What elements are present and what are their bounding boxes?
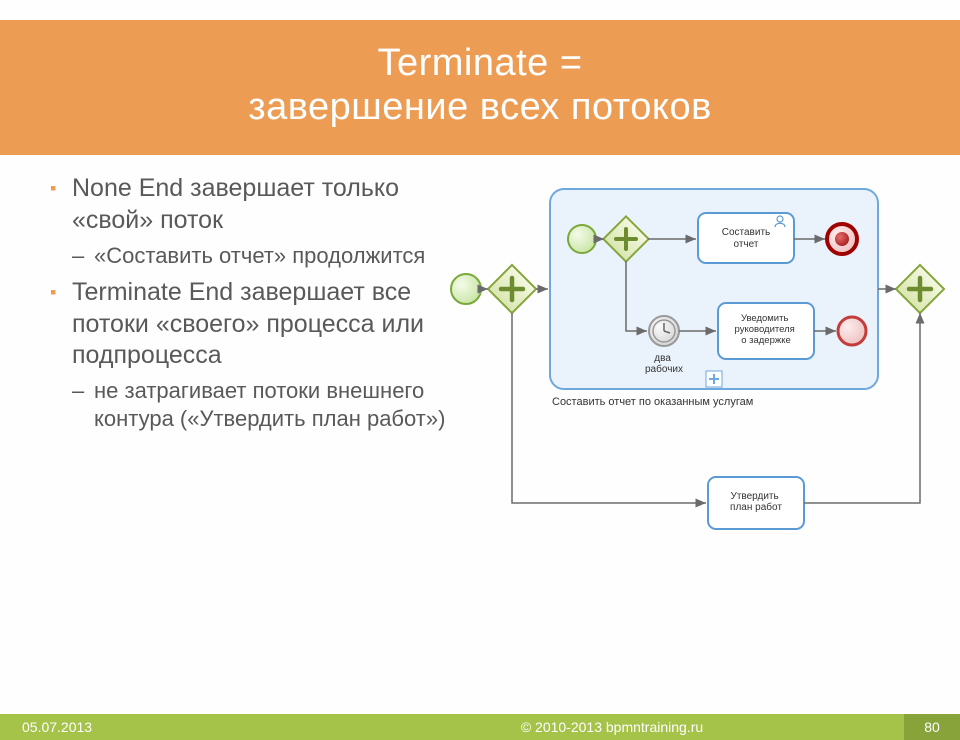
task-notify-manager: Уведомить руководителя о задержке (718, 303, 814, 359)
timer-label-2: рабочих (645, 363, 683, 375)
footer-copyright: © 2010-2013 bpmntraining.ru (320, 719, 904, 735)
parallel-gateway-split (488, 265, 536, 313)
footer-page: 80 (904, 714, 960, 740)
bullet-1-sub: «Составить отчет» продолжится (50, 242, 460, 270)
title-line2: завершение всех потоков (248, 86, 712, 128)
footer-date: 05.07.2013 (0, 719, 320, 735)
bpmn-diagram: Составитьотчет два рабочих (460, 173, 934, 440)
task-approve-plan: Утвердить план работ (708, 477, 804, 529)
none-end-event (838, 317, 866, 345)
title-line1: Terminate = (377, 42, 582, 84)
bullet-2-sub: не затрагивает потоки внешнего контура (… (50, 377, 460, 432)
slide-title: Terminate = завершение всех потоков (0, 20, 960, 155)
bullet-list: None End завершает только «свой» поток «… (50, 173, 460, 432)
subprocess-marker-icon (706, 371, 722, 387)
start-event-outer (451, 274, 481, 304)
terminate-end-event (827, 224, 857, 254)
task-compose-report: Составитьотчет (698, 213, 794, 263)
bullet-2: Terminate End завершает все потоки «свое… (50, 277, 460, 371)
slide-footer: 05.07.2013 © 2010-2013 bpmntraining.ru 8… (0, 714, 960, 740)
svg-text:Уведомить руководите: Уведомить руководителя о задержке (735, 313, 798, 346)
parallel-gateway-join (896, 265, 944, 313)
timer-event (649, 316, 679, 346)
start-event-inner (568, 225, 596, 253)
bullet-1: None End завершает только «свой» поток (50, 173, 460, 236)
text-content: None End завершает только «свой» поток «… (50, 173, 460, 440)
svg-text:Утвердить план работ: Утвердить план работ (730, 491, 782, 513)
timer-label-1: два (654, 353, 671, 364)
subprocess-label: Составить отчет по оказанным услугам (552, 396, 753, 408)
